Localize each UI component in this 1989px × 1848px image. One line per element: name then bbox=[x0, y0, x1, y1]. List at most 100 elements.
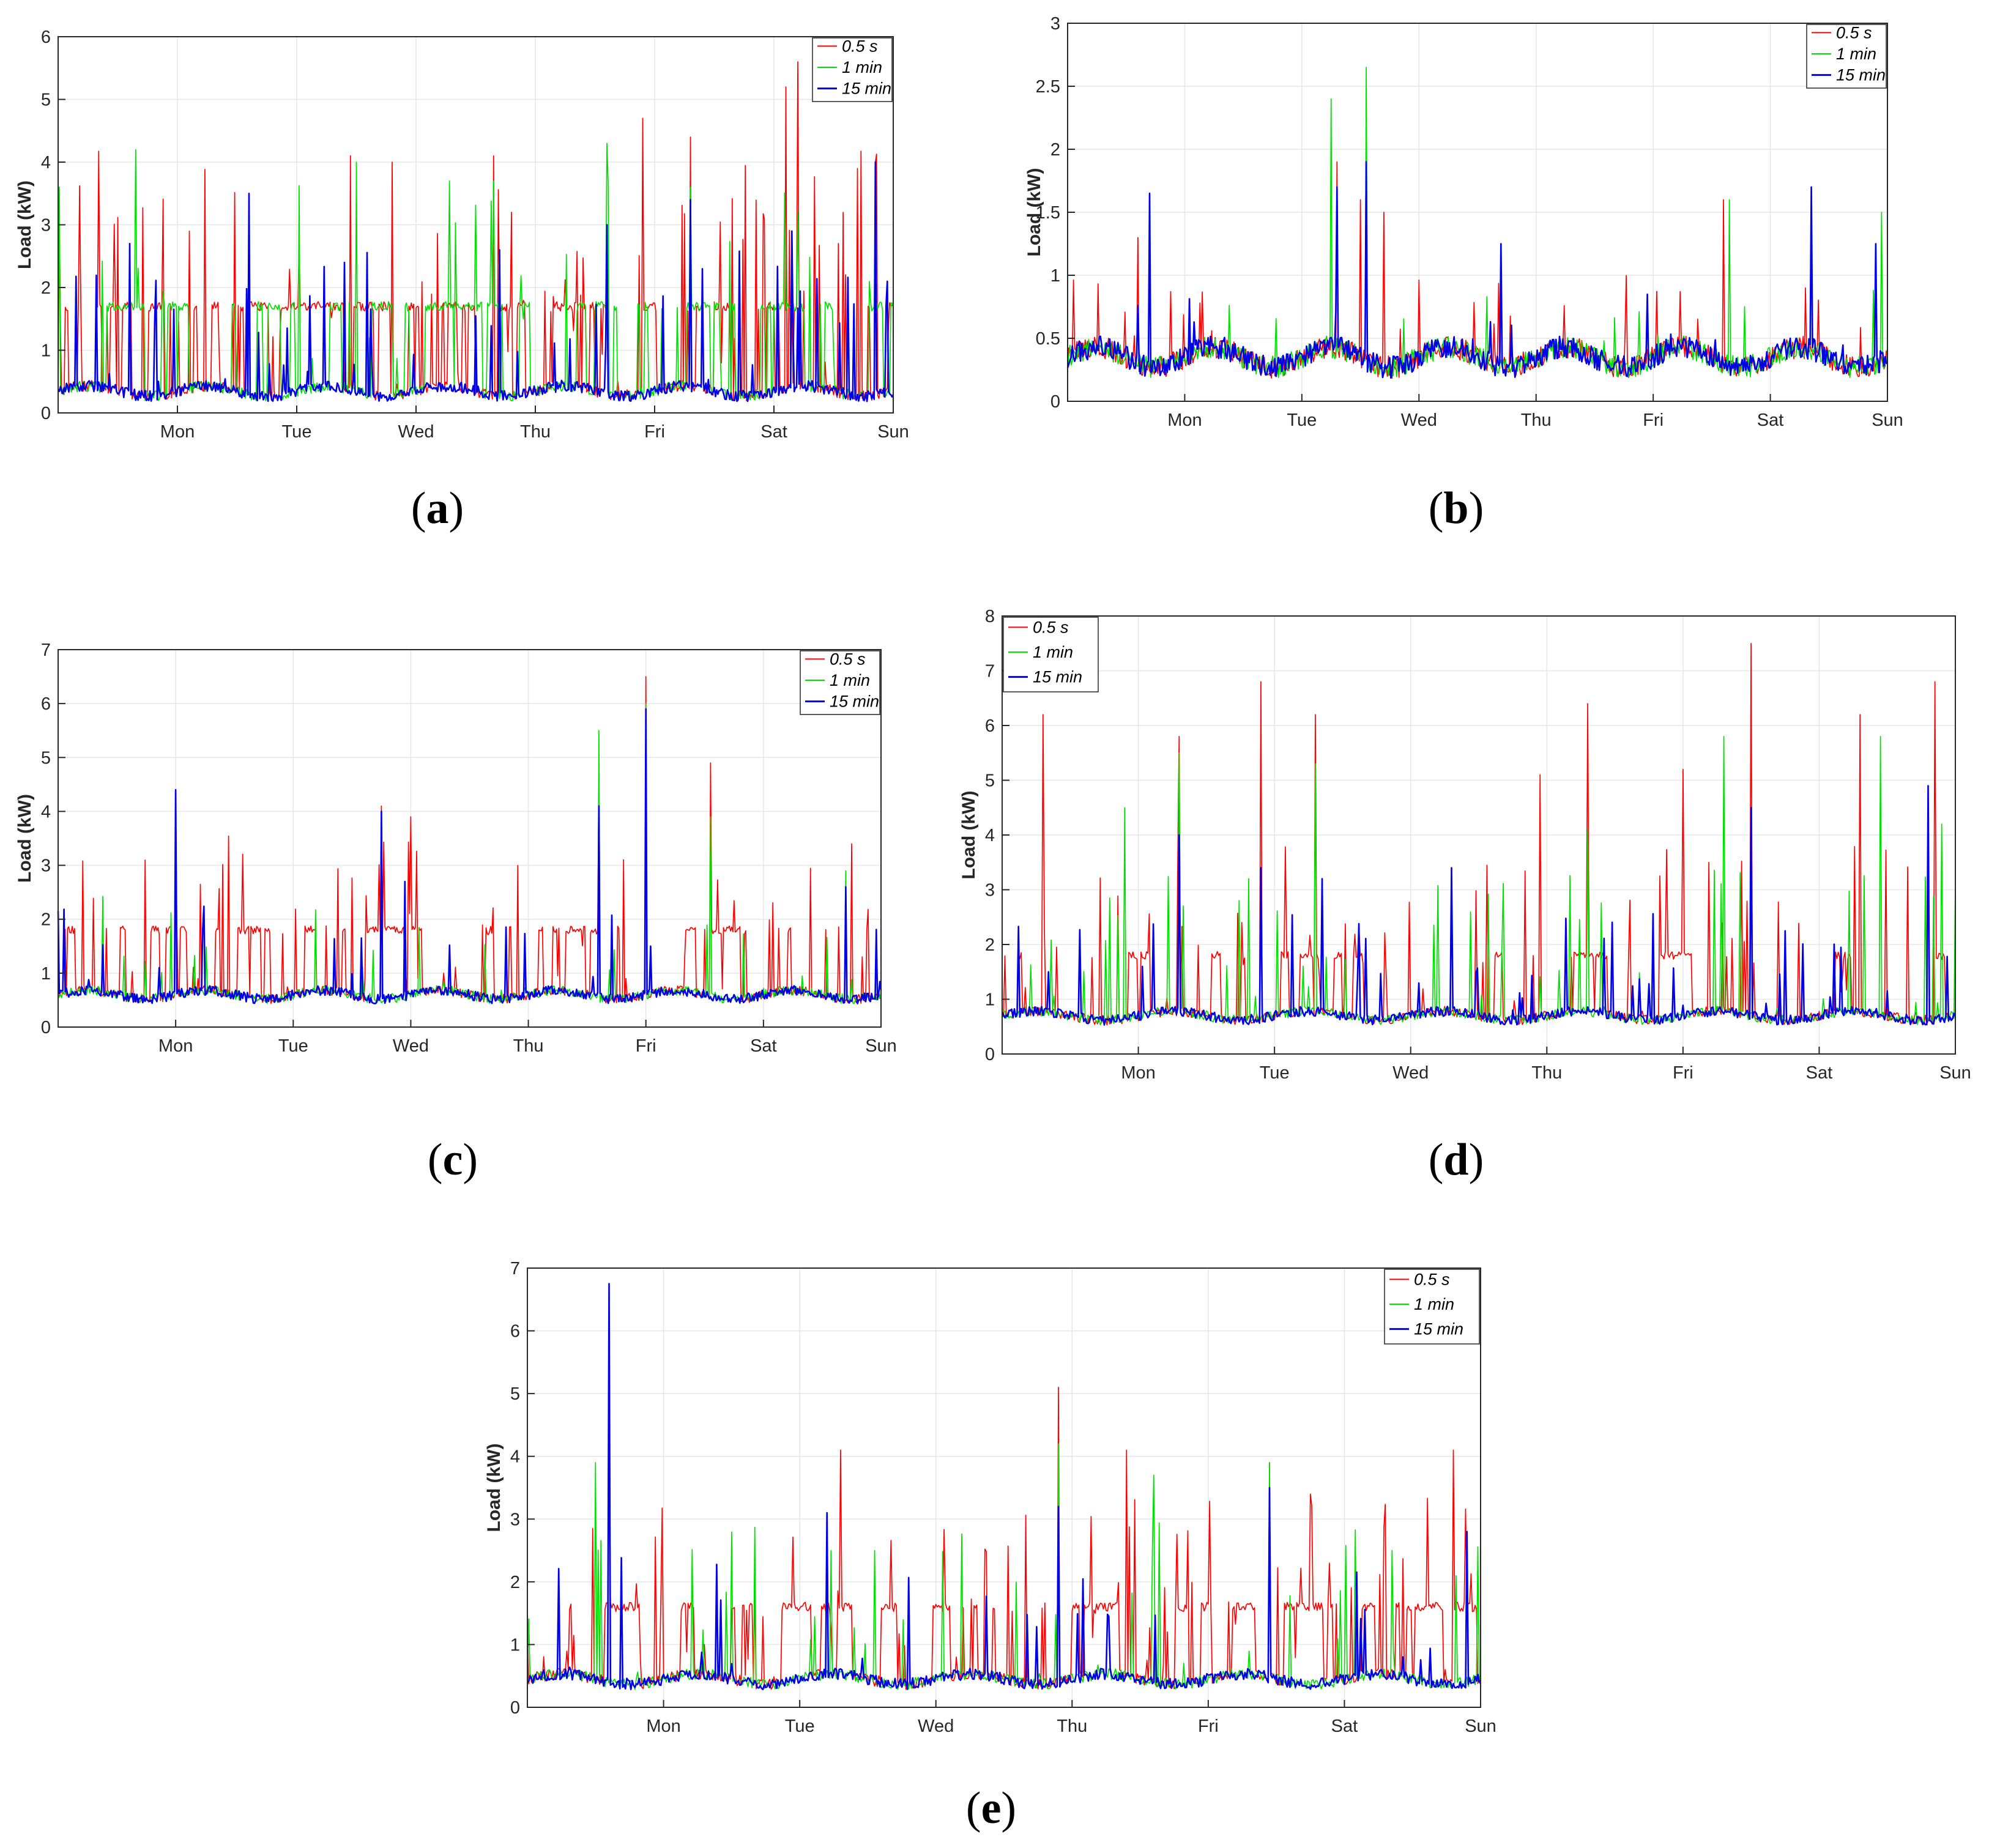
x-tick-label: Fri bbox=[636, 1036, 656, 1056]
y-axis-label: Load (kW) bbox=[959, 791, 979, 880]
y-tick-label: 1 bbox=[1050, 266, 1060, 286]
x-tick-label: Mon bbox=[158, 1036, 193, 1056]
series-line-e-half-second bbox=[527, 1387, 1481, 1690]
x-tick-label: Sun bbox=[877, 422, 909, 442]
x-tick-label: Wed bbox=[398, 422, 434, 442]
y-axis-label: Load (kW) bbox=[1024, 168, 1044, 257]
legend-box bbox=[1384, 1269, 1480, 1345]
x-tick-label: Thu bbox=[1057, 1716, 1087, 1736]
y-tick-label: 3 bbox=[41, 216, 51, 236]
x-tick-label: Tue bbox=[1260, 1063, 1290, 1083]
panel-d: (d) bbox=[1429, 1135, 1484, 1185]
legend-entry: 15 min bbox=[1836, 66, 1886, 84]
y-tick-label: 3 bbox=[985, 881, 995, 900]
legend-entry: 1 min bbox=[1033, 643, 1073, 661]
y-tick-label: 2 bbox=[41, 910, 51, 930]
caption-b: (b) bbox=[1429, 483, 1484, 533]
panel-a: (a) bbox=[411, 483, 464, 533]
x-tick-label: Fri bbox=[644, 422, 665, 442]
y-tick-label: 0 bbox=[510, 1698, 520, 1718]
y-tick-label: 5 bbox=[985, 771, 995, 791]
legend-entry: 0.5 s bbox=[830, 650, 866, 668]
y-axis-label: Load (kW) bbox=[15, 794, 35, 883]
panel-b: (b) bbox=[1429, 483, 1484, 533]
legend-entry: 0.5 s bbox=[1414, 1270, 1450, 1288]
caption-d-label: d bbox=[1443, 1135, 1468, 1185]
y-tick-label: 3 bbox=[41, 856, 51, 876]
legend-entry: 0.5 s bbox=[1033, 618, 1069, 636]
y-tick-label: 2 bbox=[41, 278, 51, 298]
y-tick-label: 7 bbox=[510, 1259, 520, 1278]
axes-box-c bbox=[58, 649, 882, 1028]
caption-e-label: e bbox=[981, 1783, 1002, 1833]
legend-e: 0.5 s 1 min 15 min bbox=[1384, 1269, 1480, 1345]
x-tick-label: Wed bbox=[918, 1716, 954, 1736]
x-tick-label: Tue bbox=[282, 422, 312, 442]
x-tick-label: Fri bbox=[1198, 1716, 1219, 1736]
y-tick-label: 2 bbox=[985, 935, 995, 955]
legend-entry: 1 min bbox=[1836, 45, 1876, 63]
y-tick-label: 0.5 bbox=[1036, 329, 1060, 349]
x-tick-label: Mon bbox=[646, 1716, 680, 1736]
y-tick-label: 4 bbox=[985, 826, 995, 845]
x-tick-label: Wed bbox=[1401, 410, 1437, 430]
legend-entry: 15 min bbox=[1033, 668, 1082, 686]
x-tick-label: Thu bbox=[513, 1036, 544, 1056]
chart-a: 0 1 2 3 4 5 6 Mon Tue Wed Thu Fri Sat Sun Load (kW) 0.5… bbox=[15, 28, 909, 442]
chart-c: 0 1 2 3 4 5 6 7 Mon Tue Wed Thu Fri Sat Sun Load (kW) 0.… bbox=[15, 640, 897, 1056]
plot-area-c bbox=[58, 650, 881, 1027]
legend-entry: 0.5 s bbox=[1836, 23, 1872, 42]
series-line-e-fifteen-minute bbox=[527, 1283, 1482, 1691]
y-axis-label: Load (kW) bbox=[484, 1444, 504, 1532]
chart-e: 0 1 2 3 4 5 6 7 Mon Tue Wed Thu Fri Sat Sun Load (kW) 0.… bbox=[484, 1259, 1496, 1736]
x-tick-label: Wed bbox=[1392, 1063, 1429, 1083]
x-tick-label: Sun bbox=[1939, 1063, 1971, 1083]
x-tick-label: Thu bbox=[1531, 1063, 1562, 1083]
legend-box bbox=[1003, 617, 1099, 692]
y-tick-label: 1 bbox=[41, 341, 51, 361]
chart-b: 0 0.5 1 1.5 2 2.5 3 Mon Tue Wed Thu Fri Sat Sun Load (… bbox=[1024, 14, 1903, 430]
x-tick-label: Sat bbox=[1757, 410, 1784, 430]
x-tick-label: Mon bbox=[160, 422, 195, 442]
x-tick-label: Sat bbox=[1331, 1716, 1358, 1736]
legend-entry: 15 min bbox=[1414, 1320, 1463, 1338]
y-tick-label: 4 bbox=[510, 1447, 520, 1467]
caption-c-label: c bbox=[443, 1135, 463, 1185]
y-tick-label: 5 bbox=[41, 748, 51, 768]
x-tick-label: Mon bbox=[1121, 1063, 1155, 1083]
y-tick-label: 6 bbox=[510, 1322, 520, 1341]
y-tick-label: 3 bbox=[1050, 14, 1060, 34]
legend-entry: 0.5 s bbox=[842, 37, 878, 55]
y-tick-label: 4 bbox=[41, 802, 51, 822]
y-tick-label: 0 bbox=[41, 404, 51, 423]
y-tick-label: 2 bbox=[510, 1573, 520, 1592]
series-line-b-fifteen-minute bbox=[1066, 161, 1888, 379]
x-tick-label: Thu bbox=[520, 422, 551, 442]
caption-e: (e) bbox=[966, 1783, 1016, 1833]
y-tick-label: 1 bbox=[510, 1635, 520, 1655]
legend-c: 0.5 s 1 min 15 min bbox=[800, 650, 880, 715]
axes-box-e bbox=[527, 1267, 1481, 1708]
legend-entry: 15 min bbox=[830, 692, 879, 711]
legend-box bbox=[800, 650, 880, 715]
y-tick-label: 2.5 bbox=[1036, 77, 1060, 97]
x-tick-label: Sat bbox=[750, 1036, 777, 1056]
y-tick-label: 0 bbox=[1050, 392, 1060, 412]
series-line-a-one-minute bbox=[58, 143, 894, 402]
y-tick-label: 6 bbox=[41, 28, 51, 47]
panel-e: (e) bbox=[966, 1783, 1016, 1833]
x-tick-label: Sun bbox=[1465, 1716, 1496, 1736]
x-tick-label: Tue bbox=[1287, 410, 1317, 430]
y-tick-label: 2 bbox=[1050, 140, 1060, 160]
x-tick-label: Mon bbox=[1167, 410, 1202, 430]
panel-c: (c) bbox=[428, 1135, 478, 1185]
y-tick-label: 1 bbox=[985, 990, 995, 1010]
x-tick-label: Sat bbox=[1806, 1063, 1833, 1083]
x-tick-label: Fri bbox=[1673, 1063, 1693, 1083]
y-tick-label: 0 bbox=[985, 1045, 995, 1064]
series-line-d-fifteen-minute bbox=[1001, 785, 1957, 1026]
legend-entry: 1 min bbox=[842, 58, 882, 76]
y-tick-label: 1 bbox=[41, 964, 51, 984]
x-tick-label: Tue bbox=[785, 1716, 815, 1736]
